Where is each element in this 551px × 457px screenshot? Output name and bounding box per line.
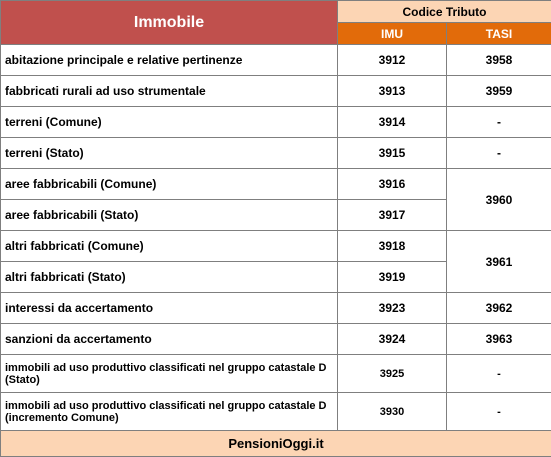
- header-group: Codice Tributo: [338, 1, 551, 23]
- code-cell: -: [447, 107, 551, 138]
- property-cell: sanzioni da accertamento: [1, 324, 338, 355]
- table-row: terreni (Stato)3915-: [1, 138, 551, 169]
- code-cell: 3959: [447, 76, 551, 107]
- code-cell: 3913: [338, 76, 447, 107]
- code-cell: 3912: [338, 45, 447, 76]
- property-cell: interessi da accertamento: [1, 293, 338, 324]
- code-cell: -: [447, 393, 551, 431]
- header-title: Immobile: [1, 1, 338, 45]
- code-cell: 3916: [338, 169, 447, 200]
- table-row: abitazione principale e relative pertine…: [1, 45, 551, 76]
- table-row: immobili ad uso produttivo classificati …: [1, 355, 551, 393]
- code-cell: 3962: [447, 293, 551, 324]
- code-cell: 3961: [447, 231, 551, 293]
- code-cell: 3924: [338, 324, 447, 355]
- property-cell: immobili ad uso produttivo classificati …: [1, 393, 338, 431]
- column-header: IMU: [338, 23, 447, 45]
- code-cell: -: [447, 138, 551, 169]
- code-cell: 3960: [447, 169, 551, 231]
- column-header: TASI: [447, 23, 551, 45]
- code-cell: 3917: [338, 200, 447, 231]
- code-cell: 3915: [338, 138, 447, 169]
- property-cell: abitazione principale e relative pertine…: [1, 45, 338, 76]
- code-cell: 3963: [447, 324, 551, 355]
- property-cell: terreni (Comune): [1, 107, 338, 138]
- table-row: immobili ad uso produttivo classificati …: [1, 393, 551, 431]
- property-cell: altri fabbricati (Stato): [1, 262, 338, 293]
- code-cell: 3918: [338, 231, 447, 262]
- table-row: terreni (Comune)3914-: [1, 107, 551, 138]
- property-cell: immobili ad uso produttivo classificati …: [1, 355, 338, 393]
- code-cell: -: [447, 355, 551, 393]
- property-cell: fabbricati rurali ad uso strumentale: [1, 76, 338, 107]
- code-cell: 3914: [338, 107, 447, 138]
- code-cell: 3930: [338, 393, 447, 431]
- code-cell: 3925: [338, 355, 447, 393]
- code-cell: 3923: [338, 293, 447, 324]
- property-cell: aree fabbricabili (Stato): [1, 200, 338, 231]
- property-cell: aree fabbricabili (Comune): [1, 169, 338, 200]
- footer: PensioniOggi.it: [1, 431, 551, 457]
- code-cell: 3919: [338, 262, 447, 293]
- code-cell: 3958: [447, 45, 551, 76]
- property-cell: terreni (Stato): [1, 138, 338, 169]
- table-body: abitazione principale e relative pertine…: [1, 45, 551, 431]
- property-cell: altri fabbricati (Comune): [1, 231, 338, 262]
